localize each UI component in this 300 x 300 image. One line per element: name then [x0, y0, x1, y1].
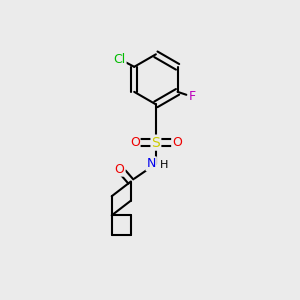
- Text: H: H: [160, 160, 168, 170]
- Text: O: O: [130, 136, 140, 149]
- Text: N: N: [146, 157, 156, 170]
- Text: F: F: [189, 90, 196, 103]
- Text: S: S: [152, 136, 160, 150]
- Text: Cl: Cl: [113, 53, 126, 66]
- Text: O: O: [115, 163, 124, 176]
- Text: O: O: [172, 136, 182, 149]
